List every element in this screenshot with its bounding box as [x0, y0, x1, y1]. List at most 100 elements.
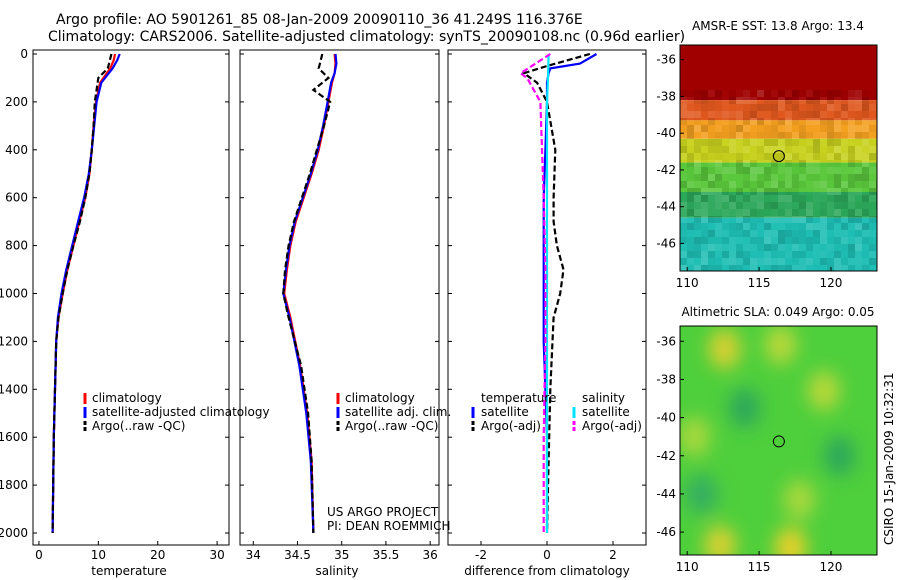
sst-cell — [855, 139, 862, 146]
map-x-tick-label: 110 — [676, 276, 699, 290]
sst-cell — [750, 195, 757, 202]
sst-cell — [750, 251, 757, 258]
sst-cell — [680, 125, 687, 132]
sst-cell — [743, 104, 750, 111]
sst-cell — [715, 132, 722, 139]
sst-cell — [827, 139, 834, 146]
sst-cell — [708, 118, 715, 125]
sst-cell — [750, 237, 757, 244]
sst-cell — [820, 216, 827, 223]
sst-cell — [841, 153, 848, 160]
x-tick-label: 30 — [209, 548, 224, 562]
sst-cell — [841, 125, 848, 132]
sst-cell — [827, 104, 834, 111]
sst-cell — [743, 195, 750, 202]
sst-cell — [736, 146, 743, 153]
sst-cell — [862, 265, 869, 271]
sst-cell — [841, 97, 848, 104]
sst-cell — [855, 104, 862, 111]
salinity-plot-frame — [239, 49, 440, 546]
sst-cell — [834, 153, 841, 160]
sst-map-title: AMSR-E SST: 13.8 Argo: 13.4 — [692, 19, 864, 33]
y-tick-label: 1600 — [0, 430, 28, 444]
sst-cell — [869, 139, 876, 146]
sst-cell — [813, 97, 820, 104]
sst-cell — [701, 146, 708, 153]
sst-cell — [729, 230, 736, 237]
sst-cell — [848, 202, 855, 209]
sla-map-image — [680, 326, 877, 555]
sst-cell — [841, 188, 848, 195]
sst-cell — [862, 223, 869, 230]
sst-cell — [722, 111, 729, 118]
sst-cell — [869, 202, 876, 209]
sst-cell — [806, 258, 813, 265]
sst-cell — [848, 251, 855, 258]
sst-cell — [701, 97, 708, 104]
sst-cell — [799, 188, 806, 195]
temperature-plot-frame — [32, 49, 230, 546]
sst-cell — [834, 202, 841, 209]
sst-cell — [680, 265, 687, 271]
y-tick-label: 600 — [5, 191, 28, 205]
sst-cell — [827, 258, 834, 265]
sst-cell — [827, 167, 834, 174]
sst-cell — [694, 230, 701, 237]
sst-cell — [869, 181, 876, 188]
sst-cell — [785, 125, 792, 132]
sst-cell — [708, 139, 715, 146]
temperature-xlabel: temperature — [91, 564, 166, 578]
sst-cell — [827, 223, 834, 230]
sst-cell — [750, 244, 757, 251]
sst-cell — [806, 195, 813, 202]
sst-cell — [680, 111, 687, 118]
sst-cell — [806, 167, 813, 174]
sst-cell — [848, 209, 855, 216]
sst-cell — [687, 174, 694, 181]
sst-cell — [869, 174, 876, 181]
sst-cell — [869, 237, 876, 244]
sst-cell — [715, 118, 722, 125]
sst-cell — [743, 258, 750, 265]
sst-cell — [799, 265, 806, 271]
sst-cell — [841, 139, 848, 146]
sst-cell — [736, 265, 743, 271]
sst-cell — [820, 139, 827, 146]
sst-cell — [806, 244, 813, 251]
sst-cell — [848, 118, 855, 125]
sst-cell — [680, 118, 687, 125]
sst-cell — [680, 139, 687, 146]
sst-cell — [764, 230, 771, 237]
sst-cell — [771, 181, 778, 188]
sst-cell — [806, 230, 813, 237]
sst-cell — [708, 146, 715, 153]
map-x-tick-label: 115 — [748, 560, 771, 574]
sst-cell — [848, 258, 855, 265]
sst-cell — [694, 167, 701, 174]
sst-cell — [869, 230, 876, 237]
sst-cell — [750, 104, 757, 111]
sst-cell — [701, 174, 708, 181]
sst-cell — [771, 160, 778, 167]
legend-label: satellite — [582, 405, 630, 419]
sst-cell — [736, 216, 743, 223]
sst-cell — [792, 244, 799, 251]
sla-blob — [728, 388, 761, 429]
sst-cell — [841, 244, 848, 251]
sst-cell — [687, 111, 694, 118]
salinity-legend: climatology satellite adj. clim. Argo(..… — [336, 391, 451, 433]
sst-cell — [757, 153, 764, 160]
sst-cell — [813, 230, 820, 237]
sst-cell — [799, 111, 806, 118]
sst-cell — [743, 167, 750, 174]
sst-cell — [764, 90, 771, 97]
sst-cell — [834, 188, 841, 195]
sst-cell — [841, 160, 848, 167]
sst-cell — [848, 167, 855, 174]
sst-cell — [813, 174, 820, 181]
sst-cell — [757, 139, 764, 146]
sst-cell — [701, 167, 708, 174]
difference-xlabel: difference from climatology — [464, 564, 630, 578]
sst-cell — [701, 181, 708, 188]
sst-cell — [687, 97, 694, 104]
